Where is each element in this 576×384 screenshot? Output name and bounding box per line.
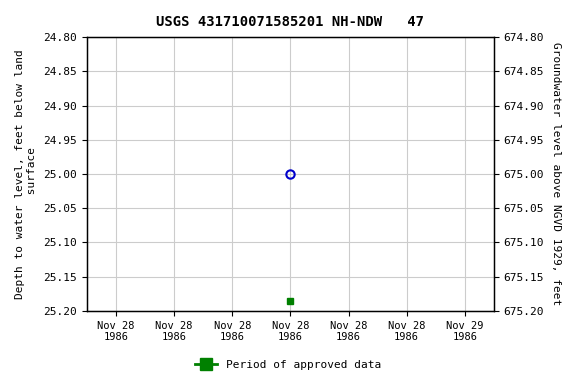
Legend: Period of approved data: Period of approved data [191, 356, 385, 375]
Title: USGS 431710071585201 NH-NDW   47: USGS 431710071585201 NH-NDW 47 [157, 15, 425, 29]
Y-axis label: Depth to water level, feet below land
 surface: Depth to water level, feet below land su… [15, 49, 37, 299]
Y-axis label: Groundwater level above NGVD 1929, feet: Groundwater level above NGVD 1929, feet [551, 42, 561, 306]
